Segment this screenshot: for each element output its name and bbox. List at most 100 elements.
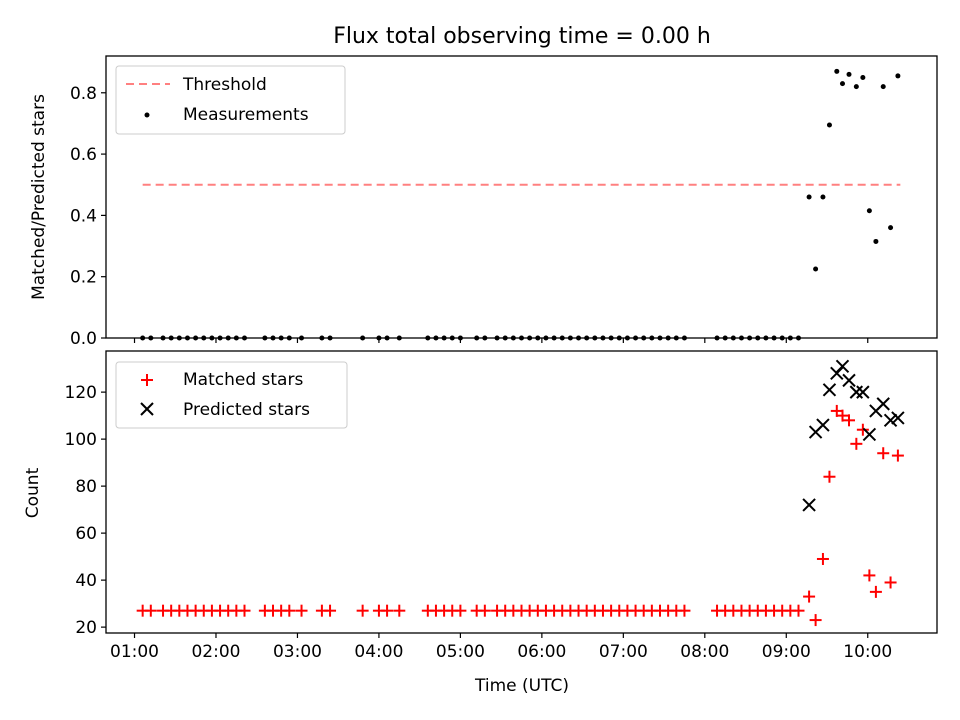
measurement-point [233,335,239,341]
measurement-point [176,335,182,341]
measurement-point [278,335,284,341]
top-ytick-label: 0.6 [70,145,97,165]
matched-point [850,437,863,450]
matched-point [869,585,882,598]
xtick-label: 01:00 [110,642,159,662]
measurement-point [551,335,557,341]
top-ytick-label: 0.8 [70,84,97,104]
predicted-point [849,385,864,399]
measurement-point [576,335,582,341]
measurement-point [457,335,463,341]
matched-point [238,604,251,617]
measurement-point [584,335,590,341]
measurement-point [482,335,488,341]
measurement-point [286,335,292,341]
matched-point [283,604,296,617]
matched-point [144,604,157,617]
xtick-label: 06:00 [517,642,566,662]
xtick-label: 04:00 [354,642,403,662]
measurement-point [425,335,431,341]
measurement-point [209,335,215,341]
measurement-point [763,335,769,341]
bottom-panel: 20 40 60 80 100 120 01:00 02:00 03:00 04:00 05:00 0… [65,350,938,662]
xtick-label: 08:00 [680,642,729,662]
measurement-point [771,335,777,341]
predicted-point [883,413,898,428]
predicted-point [822,383,837,397]
measurement-point [148,335,154,341]
top-panel: 0.0 0.2 0.4 0.6 0.8 [70,55,938,349]
measurement-point [624,335,630,341]
measurement-point [853,84,859,90]
measurement-point [730,335,736,341]
measurement-point [714,335,720,341]
measurement-point [633,335,639,341]
measurement-point [535,335,541,341]
predicted-point [842,373,856,388]
bottom-ytick-label: 80 [75,477,97,497]
measurement-point [747,335,753,341]
measurement-point [527,335,533,341]
matched-point [792,604,805,617]
top-legend: Threshold Measurements [115,65,346,135]
measurement-point [168,335,174,341]
predicted-point [802,498,816,512]
measurement-point [796,335,801,341]
matched-point [678,604,691,617]
measurement-point [184,335,190,341]
measurement-point [895,73,901,79]
legend-threshold-label: Threshold [182,75,267,95]
measurement-point [433,335,439,341]
measurement-point [826,122,832,128]
measurement-point [681,335,687,341]
xtick-label: 03:00 [273,642,322,662]
bottom-ytick-label: 120 [65,383,97,403]
bottom-axes-frame [105,350,938,634]
xtick-label: 07:00 [599,642,648,662]
measurement-point [217,335,223,341]
measurement-point [600,335,606,341]
xtick-label: 02:00 [191,642,240,662]
top-ytick-label: 0.2 [70,268,97,288]
matched-point [454,604,467,617]
bottom-legend: Matched stars Predicted stars [115,361,348,429]
measurement-point [510,335,516,341]
legend-matched-swatch [141,374,153,386]
legend-measurement-swatch [144,112,150,118]
matched-point [891,449,904,462]
measurement-point [839,81,845,87]
predicted-point [862,427,877,442]
xtick-label: 05:00 [436,642,485,662]
matched-point [809,614,822,627]
matched-point [863,569,876,582]
measurement-point [299,335,305,341]
measurement-point [519,335,524,341]
measurement-point [567,335,573,341]
measurement-point [813,266,819,272]
measurement-point [360,335,366,341]
measurement-point [225,335,231,341]
measurement-point [270,335,276,341]
bottom-ylabel: Count [23,467,43,518]
matched-point [836,409,849,422]
measurement-point [140,335,146,341]
measurement-point [242,335,247,341]
predicted-point [891,411,905,425]
matched-point [856,423,869,436]
matched-point [324,604,337,617]
top-ytick-label: 0.4 [70,206,97,226]
measurement-point [860,74,866,80]
measurement-point [873,238,879,244]
measurement-point [559,335,565,341]
measurement-point [376,335,382,341]
measurement-point [834,68,840,74]
measurement-point [396,335,402,341]
measurement-point [657,335,663,341]
legend-predicted-swatch [140,402,154,416]
measurement-point [755,335,761,341]
matched-point [823,470,836,483]
legend-matched-label: Matched stars [183,370,303,390]
measurement-point [319,335,325,341]
measurement-point [888,225,894,231]
